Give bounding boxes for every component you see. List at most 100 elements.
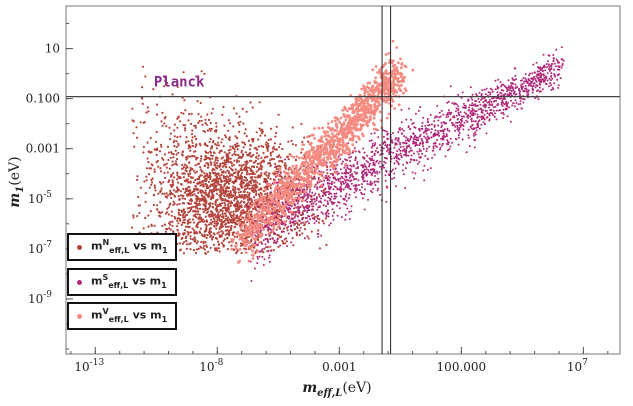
data-point-s [384, 179, 387, 182]
data-point-n [212, 139, 215, 143]
data-point-s [475, 93, 477, 96]
data-point-n [136, 178, 139, 181]
data-point-n [250, 210, 253, 213]
data-point-s [263, 258, 266, 261]
data-point-n [245, 163, 248, 166]
data-point-s [316, 214, 319, 217]
data-point-n [260, 156, 263, 159]
data-point-n [171, 181, 174, 184]
data-point-s [352, 184, 355, 187]
data-point-n [232, 218, 235, 221]
data-point-n [197, 198, 200, 201]
data-point-s [401, 169, 404, 172]
data-point-s [540, 73, 543, 76]
data-point-s [326, 200, 329, 203]
data-point-n [295, 231, 298, 234]
data-point-n [306, 235, 309, 238]
data-point-n [198, 181, 201, 184]
data-point-s [348, 210, 351, 213]
data-point-s [431, 157, 434, 159]
data-point-s [257, 205, 260, 208]
data-point-s [441, 138, 444, 141]
data-point-n [211, 171, 215, 174]
data-point-s [511, 77, 514, 80]
data-point-n [182, 123, 185, 127]
data-point-s [542, 53, 545, 56]
data-point-s [556, 60, 559, 63]
data-point-n [191, 129, 194, 132]
data-point-n [209, 213, 212, 216]
data-point-s [515, 102, 518, 104]
data-point-n [217, 213, 220, 216]
data-point-n [188, 225, 191, 228]
data-point-s [327, 190, 330, 193]
data-point-n [301, 140, 304, 143]
data-point-s [531, 72, 534, 75]
data-point-s [373, 143, 376, 146]
data-point-n [215, 224, 218, 227]
data-point-n [190, 112, 193, 115]
data-point-s [496, 103, 499, 106]
data-point-n [270, 224, 273, 227]
data-point-s [468, 145, 471, 148]
data-point-n [176, 178, 179, 181]
data-point-v [249, 247, 253, 250]
data-point-n [213, 163, 216, 166]
data-point-n [240, 221, 244, 224]
data-point-n [322, 222, 325, 225]
data-point-s [287, 225, 290, 228]
data-point-n [203, 158, 206, 161]
data-point-n [229, 145, 232, 148]
data-point-n [223, 151, 226, 154]
data-point-s [433, 125, 436, 128]
data-point-n [163, 153, 166, 156]
data-point-n [239, 120, 242, 123]
data-point-s [338, 188, 341, 191]
data-point-n [206, 162, 209, 165]
data-point-s [435, 115, 437, 118]
data-point-s [458, 131, 461, 134]
data-point-s [480, 93, 483, 96]
data-point-s [376, 147, 379, 150]
data-point-s [403, 153, 406, 156]
data-point-s [309, 218, 311, 221]
data-point-s [314, 200, 316, 203]
data-point-n [204, 229, 207, 232]
data-point-s [409, 147, 412, 150]
data-point-n [220, 180, 223, 183]
data-point-n [236, 148, 239, 151]
data-point-n [264, 143, 267, 146]
data-point-s [511, 104, 514, 107]
data-point-s [345, 199, 348, 202]
data-point-n [232, 107, 235, 110]
data-point-n [238, 160, 241, 163]
data-point-n [236, 202, 240, 206]
data-point-s [540, 81, 543, 84]
data-point-s [354, 159, 357, 162]
data-point-s [461, 106, 464, 109]
data-point-n [209, 189, 212, 192]
data-point-s [506, 115, 509, 118]
data-point-n [192, 205, 195, 208]
data-point-n [284, 166, 287, 169]
data-point-n [173, 129, 176, 132]
data-point-s [304, 199, 307, 202]
data-point-s [405, 136, 408, 139]
data-point-s [344, 218, 347, 221]
data-point-s [544, 79, 546, 82]
data-point-s [548, 77, 551, 80]
data-point-s [333, 181, 336, 184]
data-point-s [356, 171, 359, 174]
data-point-n [284, 175, 287, 178]
data-point-n [203, 142, 207, 145]
data-point-s [457, 136, 460, 139]
data-point-s [510, 82, 512, 84]
data-point-n [149, 151, 152, 154]
data-point-n [159, 143, 163, 146]
data-point-n [136, 175, 139, 178]
data-point-n [247, 248, 250, 251]
data-point-n [225, 166, 228, 169]
data-point-n [252, 172, 256, 175]
data-point-n [218, 227, 221, 231]
data-point-n [248, 180, 251, 183]
